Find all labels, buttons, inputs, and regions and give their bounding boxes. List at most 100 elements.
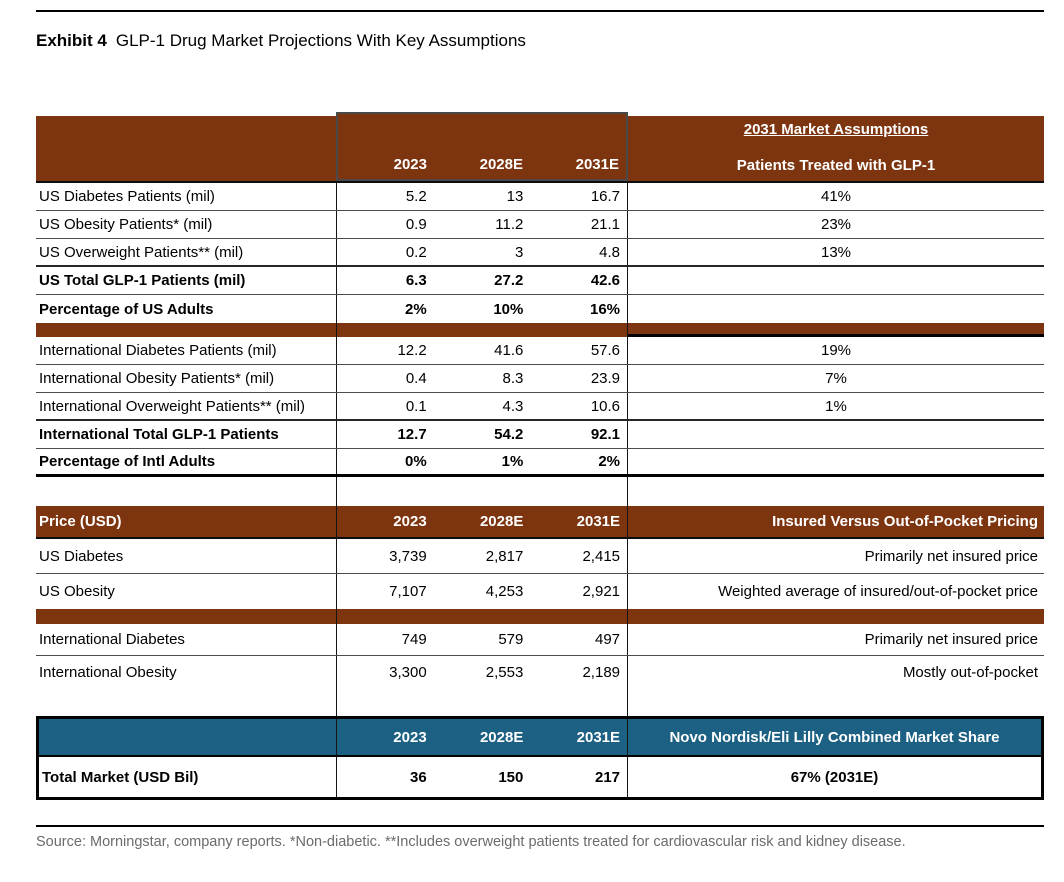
year-values: 3,300 2,553 2,189 [336, 656, 628, 688]
column-header-2028e: 2028E [479, 513, 524, 530]
value-2031e: 2% [598, 453, 621, 470]
table-row-total-market: Total Market (USD Bil) 36 150 217 67% (2… [39, 757, 1041, 797]
value-2028e: 2,553 [485, 663, 524, 681]
value-2028e: 3 [515, 243, 524, 261]
market-header-row: 2023 2028E 2031E Novo Nordisk/Eli Lilly … [39, 719, 1041, 757]
value-2023: 2% [404, 300, 427, 318]
year-values: 0.1 4.3 10.6 [336, 393, 628, 419]
assumption-value [628, 421, 1044, 448]
pricing-note: Mostly out-of-pocket [902, 663, 1038, 681]
value-2028e: 4.3 [502, 397, 524, 415]
value-2023: 6.3 [405, 272, 427, 289]
section-gap [36, 477, 1044, 506]
value-2023: 36 [409, 768, 427, 786]
year-values: 0.4 8.3 23.9 [336, 365, 628, 392]
row-label: Percentage of US Adults [39, 300, 214, 318]
value-2023: 0% [404, 453, 427, 470]
pricing-header-row: Price (USD) 2023 2028E 2031E Insured Ver… [36, 506, 1044, 539]
market-share-value: 67% (2031E) [790, 768, 879, 786]
exhibit-page: Exhibit 4 GLP-1 Drug Market Projections W… [36, 10, 1044, 850]
value-2031e: 21.1 [590, 216, 621, 233]
separator-segment [628, 609, 1044, 624]
table-row-intl-overweight-patients: International Overweight Patients** (mil… [36, 393, 1044, 421]
value-2023: 749 [401, 631, 427, 648]
patients-header-row: 2023 2028E 2031E 2031 Market Assumptions… [36, 112, 1044, 183]
pricing-note: Weighted average of insured/out-of-pocke… [718, 583, 1038, 600]
value-2023: 3,300 [389, 663, 427, 681]
year-values: 5.2 13 16.7 [336, 183, 628, 210]
assumption-value: 1% [825, 397, 847, 415]
market-share-header: Novo Nordisk/Eli Lilly Combined Market S… [669, 728, 1000, 746]
value-2028e: 13 [506, 188, 524, 205]
table-row-us-overweight-patients: US Overweight Patients** (mil) 0.2 3 4.8… [36, 239, 1044, 267]
pricing-header-label: Price (USD) [39, 513, 122, 530]
column-header-2023: 2023 [393, 728, 427, 746]
row-label: Total Market (USD Bil) [42, 768, 199, 786]
column-header-2031e: 2031E [576, 513, 621, 530]
year-values: 0.9 11.2 21.1 [336, 211, 628, 238]
value-2031e: 4.8 [599, 243, 621, 261]
row-label: US Diabetes Patients (mil) [39, 188, 215, 205]
row-label: US Obesity Patients* (mil) [39, 216, 213, 233]
value-2028e: 2,817 [485, 547, 524, 565]
table-row-us-obesity-patients: US Obesity Patients* (mil) 0.9 11.2 21.1… [36, 211, 1044, 239]
separator-segment [336, 323, 628, 337]
value-2023: 5.2 [405, 188, 427, 205]
row-label: US Total GLP-1 Patients (mil) [39, 272, 246, 289]
table-row-us-diabetes-patients: US Diabetes Patients (mil) 5.2 13 16.7 4… [36, 183, 1044, 211]
value-2031e: 16% [589, 300, 621, 318]
pricing-us-intl-separator-bar [36, 609, 1044, 624]
patients-header-years-box: 2023 2028E 2031E [336, 112, 628, 181]
value-2028e: 10% [493, 300, 524, 318]
separator-segment [628, 323, 1044, 337]
source-divider [36, 825, 1044, 827]
row-label: International Obesity [39, 663, 177, 681]
section-gap [36, 688, 1044, 716]
year-values: 36 150 217 [336, 757, 628, 797]
assumptions-header: 2031 Market Assumptions Patients Treated… [628, 116, 1044, 181]
column-header-2023: 2023 [393, 156, 427, 173]
source-note: Source: Morningstar, company reports. *N… [36, 834, 906, 850]
value-2023: 3,739 [389, 547, 427, 565]
table-row-us-total-glp1-patients: US Total GLP-1 Patients (mil) 6.3 27.2 4… [36, 267, 1044, 295]
column-header-2023: 2023 [393, 513, 427, 530]
value-2031e: 23.9 [590, 370, 621, 387]
value-2031e: 217 [594, 768, 621, 786]
table-row-us-diabetes-price: US Diabetes 3,739 2,817 2,415 Primarily … [36, 539, 1044, 574]
value-2031e: 16.7 [590, 188, 621, 205]
table-row-percentage-intl-adults: Percentage of Intl Adults 0% 1% 2% [36, 449, 1044, 477]
column-header-2031e: 2031E [575, 156, 619, 173]
exhibit-title-text: GLP-1 Drug Market Projections With Key A… [115, 31, 526, 50]
year-values: 0% 1% 2% [336, 449, 628, 474]
assumption-value: 13% [820, 243, 852, 261]
value-2028e: 27.2 [494, 272, 524, 289]
row-label: International Obesity Patients* (mil) [39, 370, 275, 387]
exhibit-label: Exhibit 4 [36, 31, 107, 50]
exhibit-title: Exhibit 4 GLP-1 Drug Market Projections W… [36, 28, 1044, 54]
assumption-value: 7% [825, 370, 847, 387]
pricing-note: Primarily net insured price [864, 631, 1038, 648]
assumption-value: 23% [820, 216, 852, 233]
pricing-header-years: 2023 2028E 2031E [336, 506, 628, 537]
separator-segment [336, 609, 628, 624]
value-2031e: 42.6 [590, 272, 621, 289]
year-values: 0.2 3 4.8 [336, 239, 628, 265]
value-2023: 12.7 [397, 426, 427, 443]
row-label: US Obesity [39, 583, 115, 600]
table-row-percentage-us-adults: Percentage of US Adults 2% 10% 16% [36, 295, 1044, 323]
row-label: US Diabetes [39, 547, 124, 565]
value-2023: 0.4 [405, 370, 427, 387]
year-values: 2% 10% 16% [336, 295, 628, 323]
value-2028e: 54.2 [494, 426, 524, 443]
assumptions-header-title: 2031 Market Assumptions [743, 121, 929, 138]
column-header-2031e: 2031E [576, 728, 621, 746]
value-2031e: 2,189 [582, 663, 621, 681]
value-2023: 12.2 [397, 342, 427, 359]
assumption-value [628, 295, 1044, 323]
market-header-years: 2023 2028E 2031E [336, 719, 628, 755]
value-2023: 0.1 [405, 397, 427, 415]
us-intl-separator-bar [36, 323, 1044, 337]
gap-segment [336, 688, 628, 716]
year-values: 6.3 27.2 42.6 [336, 267, 628, 294]
row-label: International Diabetes [39, 631, 185, 648]
